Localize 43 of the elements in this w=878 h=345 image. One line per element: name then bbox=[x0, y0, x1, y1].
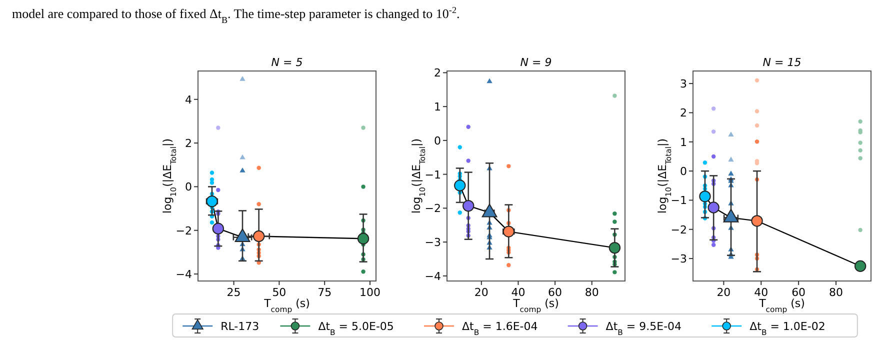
text: model are compared to those of fixed Δt$_{B}$. The time-step parameter is changed to 10$^{-2}$. bbox=[12, 5, 460, 25]
y-tick-label: 4 bbox=[185, 93, 192, 106]
x-tick-label: 80 bbox=[584, 286, 599, 299]
x-tick-label: 20 bbox=[474, 286, 488, 299]
legend-label: RL-173 bbox=[220, 320, 260, 333]
y-tick-label: −3 bbox=[670, 252, 687, 266]
legend-label: Δt$_{B}$ = 1.6E-04 bbox=[462, 320, 538, 336]
x-tick-label: 60 bbox=[792, 286, 806, 299]
y-tick-label: 2 bbox=[434, 66, 441, 80]
x-tick-label: 60 bbox=[548, 286, 562, 299]
y-tick-label: −2 bbox=[670, 223, 687, 236]
y-tick-label: 3 bbox=[680, 78, 687, 91]
y-tick-label: 1 bbox=[680, 136, 687, 149]
y-tick-label: −4 bbox=[176, 268, 192, 282]
y-tick-label: 0 bbox=[680, 165, 687, 178]
x-tick-label: 20 bbox=[716, 286, 731, 299]
x-tick-label: 40 bbox=[754, 286, 768, 299]
chart-title: N = 15 bbox=[762, 56, 802, 69]
y-tick-label: 1 bbox=[434, 100, 441, 114]
y-tick-label: −1 bbox=[424, 168, 441, 182]
legend-label: Δt$_{B}$ = 1.0E-02 bbox=[750, 320, 826, 336]
legend-label: Δt$_{B}$ = 5.0E-05 bbox=[318, 320, 394, 336]
x-axis-title: T$_{comp}$ (s) bbox=[758, 297, 805, 314]
y-tick-label: 0 bbox=[185, 180, 192, 194]
x-tick-label: 25 bbox=[226, 286, 241, 299]
chart-title: N = 9 bbox=[520, 56, 552, 69]
x-tick-label: 50 bbox=[272, 286, 286, 299]
x-tick-label: 75 bbox=[318, 286, 332, 299]
x-axis-title: T$_{comp}$ (s) bbox=[263, 297, 310, 314]
y-tick-label: −2 bbox=[176, 224, 192, 238]
legend-label: Δt$_{B}$ = 9.5E-04 bbox=[606, 320, 682, 336]
y-tick-label: 0 bbox=[434, 134, 441, 148]
y-tick-label: −2 bbox=[424, 202, 441, 216]
y-tick-label: −4 bbox=[424, 270, 441, 283]
y-tick-label: −3 bbox=[424, 236, 441, 250]
x-tick-label: 40 bbox=[511, 286, 526, 299]
y-tick-label: 2 bbox=[185, 137, 192, 150]
y-tick-label: 2 bbox=[680, 106, 687, 120]
x-tick-label: 80 bbox=[829, 286, 843, 299]
x-axis-title: T$_{comp}$ (s) bbox=[512, 297, 559, 314]
y-tick-label: −1 bbox=[670, 194, 687, 208]
x-tick-label: 100 bbox=[360, 286, 381, 299]
chart-title: N = 5 bbox=[271, 56, 303, 69]
